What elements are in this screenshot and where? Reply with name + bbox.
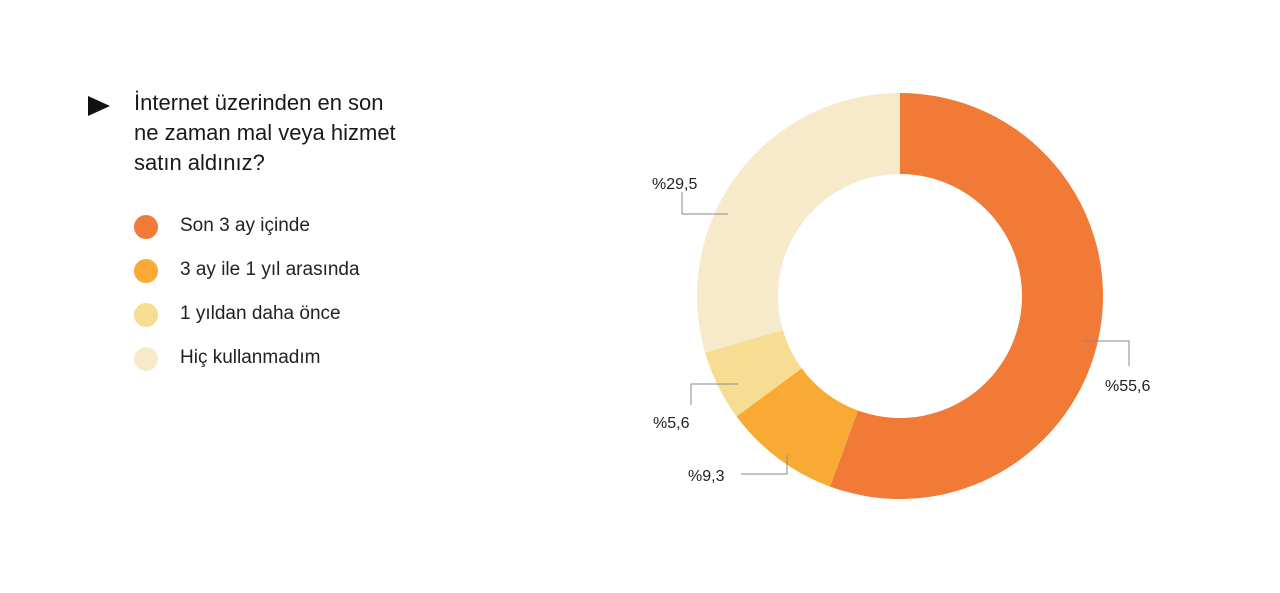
value-label: %9,3: [688, 468, 725, 485]
legend-item: 3 ay ile 1 yıl arasında: [134, 254, 454, 284]
label-leader-lines: [681, 192, 1130, 475]
donut-slice: [705, 330, 802, 417]
legend-label: Hiç kullanmadım: [180, 347, 321, 368]
question-title: İnternet üzerinden en son ne zaman mal v…: [134, 90, 396, 175]
donut-slice: [736, 368, 858, 487]
legend-label: 1 yıldan daha önce: [180, 303, 341, 324]
donut-slice: [830, 93, 1103, 499]
legend-swatch: [134, 259, 158, 283]
legend-swatch: [134, 347, 158, 371]
legend-item: 1 yıldan daha önce: [134, 298, 454, 328]
play-triangle-icon: [88, 96, 110, 116]
value-label: %5,6: [653, 415, 690, 432]
donut-slice: [697, 93, 900, 353]
legend-item: Hiç kullanmadım: [134, 342, 454, 372]
legend-label: 3 ay ile 1 yıl arasında: [180, 259, 360, 280]
legend-item: Son 3 ay içinde: [134, 210, 454, 240]
leader-line: [681, 192, 728, 215]
donut-slices: [697, 93, 1103, 499]
leader-line: [1083, 340, 1130, 366]
value-labels: %55,6 %9,3 %5,6 %29,5: [652, 176, 1150, 485]
legend-swatch: [134, 303, 158, 327]
leader-line: [690, 383, 738, 405]
legend-label: Son 3 ay içinde: [180, 215, 310, 236]
value-label: %55,6: [1105, 378, 1150, 395]
legend-swatch: [134, 215, 158, 239]
leader-line: [741, 455, 788, 475]
value-label: %29,5: [652, 176, 697, 193]
